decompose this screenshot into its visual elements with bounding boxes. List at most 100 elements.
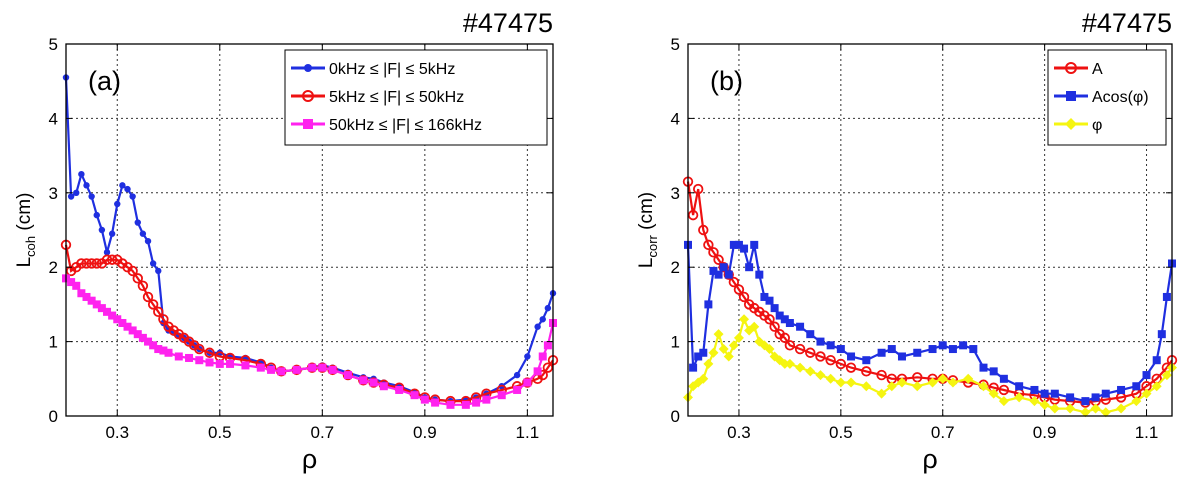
y-tick-label: 1 (671, 333, 680, 352)
data-point (144, 337, 153, 346)
data-point (87, 296, 96, 305)
data-point (733, 332, 744, 343)
data-point (816, 337, 825, 346)
data-point (93, 211, 100, 219)
data-point (77, 289, 86, 298)
data-point (689, 363, 698, 372)
data-point (989, 367, 998, 376)
data-point (256, 363, 265, 372)
data-point (1116, 403, 1127, 414)
data-point (82, 292, 91, 301)
data-point (750, 240, 759, 249)
series-1 (682, 176, 1178, 408)
data-point (784, 340, 796, 351)
data-point (185, 353, 194, 362)
data-point (780, 315, 789, 324)
data-point (139, 230, 147, 237)
data-point (796, 322, 805, 331)
data-point (959, 341, 968, 350)
data-point (698, 224, 709, 236)
data-point (410, 391, 419, 400)
chart-panel-a: 0.3 0.5 0.7 0.9 1.1 0 1 2 3 4 5 #47475 (a) ρ Lcoh (cm)… (14, 8, 559, 474)
data-point (73, 189, 80, 196)
data-point (876, 369, 887, 381)
data-point (133, 330, 142, 339)
data-point (359, 376, 368, 385)
y-tick-label: 5 (49, 35, 58, 54)
data-point (886, 381, 897, 392)
legend-label: 50kHz ≤ |F| ≤ 166kHz (329, 117, 482, 134)
data-point (877, 348, 886, 357)
data-point (1157, 330, 1166, 339)
data-point (1162, 292, 1171, 301)
data-point (524, 353, 531, 360)
x-tick-label: 0.9 (1033, 423, 1057, 442)
series-3 (683, 314, 1177, 418)
y-axis-label-subscript: coh (23, 236, 38, 257)
data-point (101, 254, 113, 265)
data-point (769, 321, 780, 332)
shot-number: #47475 (1082, 8, 1172, 38)
data-point (1141, 388, 1152, 399)
x-tick-label: 0.3 (105, 423, 129, 442)
data-point (979, 363, 988, 372)
data-point (1030, 385, 1039, 394)
data-point (897, 352, 906, 361)
data-point (760, 292, 769, 301)
data-point (745, 263, 754, 272)
data-point (815, 370, 826, 381)
data-point (703, 358, 714, 369)
y-axis-label-main: L (636, 258, 657, 269)
data-point (999, 374, 1008, 383)
data-point (836, 345, 845, 354)
data-point (164, 348, 173, 357)
data-point (708, 247, 719, 258)
data-point (770, 304, 779, 313)
legend: A Acos(φ) φ (1047, 49, 1167, 146)
axes-frame (65, 43, 554, 417)
series-2 (684, 240, 1176, 406)
data-point (1142, 371, 1151, 380)
data-point (937, 373, 948, 384)
data-point (699, 348, 708, 357)
data-point (1049, 403, 1060, 414)
legend-swatch-marker (1065, 118, 1077, 130)
panel-label: (b) (710, 66, 743, 96)
x-tick-label: 0.7 (931, 423, 955, 442)
data-point (147, 299, 159, 310)
data-point (1132, 382, 1141, 391)
data-point (497, 391, 506, 400)
data-point (719, 263, 728, 272)
data-point (764, 344, 775, 355)
data-point (861, 381, 872, 392)
data-point (846, 377, 857, 388)
data-point (1080, 407, 1091, 418)
data-point (947, 377, 958, 388)
data-point (292, 365, 301, 374)
data-point (887, 345, 896, 354)
data-point (733, 284, 745, 295)
data-point (734, 240, 743, 249)
data-point (154, 345, 163, 354)
data-point (988, 388, 999, 399)
chart-panel-b: 0.3 0.5 0.7 0.9 1.1 0 1 2 3 4 5 #47475 (b) ρ Lcorr (cm… (636, 8, 1178, 474)
data-point (67, 278, 76, 287)
y-tick-label: 0 (671, 407, 680, 426)
data-point (67, 193, 75, 200)
data-point (963, 373, 974, 384)
y-tick-label: 4 (49, 109, 58, 128)
data-point (728, 340, 739, 351)
data-point (692, 183, 704, 195)
data-point (718, 344, 729, 355)
data-point (134, 219, 141, 226)
y-tick-label: 3 (671, 184, 680, 203)
data-point (1117, 385, 1126, 394)
data-point (713, 254, 724, 265)
data-point (92, 300, 101, 309)
data-point (159, 346, 168, 355)
legend-swatch-marker (1066, 91, 1076, 101)
data-point (103, 249, 111, 256)
data-point (97, 304, 106, 313)
data-point (127, 265, 138, 277)
